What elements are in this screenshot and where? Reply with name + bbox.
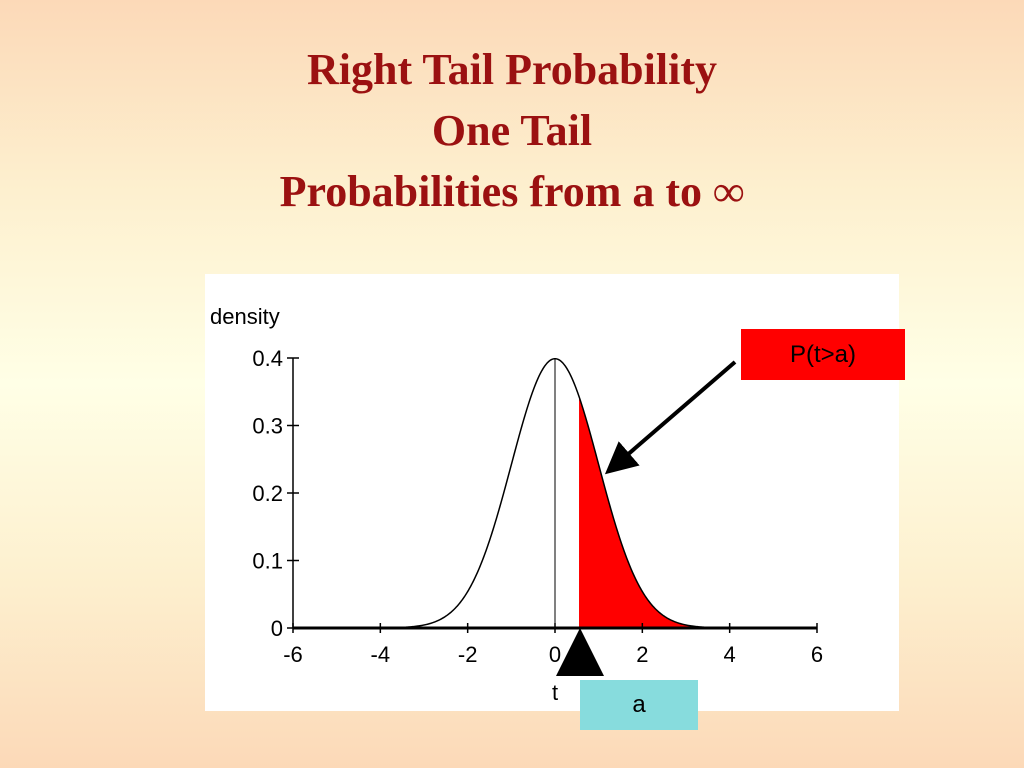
x-tick-label: -2	[458, 642, 478, 667]
axis-layer	[292, 358, 817, 630]
y-tick-label: 0.1	[252, 549, 283, 574]
slide-title-line-1: Right Tail Probability	[307, 45, 717, 94]
tick-layer: -6 -4 -2 0 2 4 6 0 0.1 0.2 0.3 0.4	[252, 346, 823, 667]
x-tick-label: -6	[283, 642, 303, 667]
shaded-tail-layer	[579, 396, 695, 628]
x-axis-label: t	[552, 680, 558, 705]
density-chart: -6 -4 -2 0 2 4 6 0 0.1 0.2 0.3 0.4 density t	[210, 304, 823, 705]
a-value-label: a	[580, 680, 698, 730]
y-axis-label: density	[210, 304, 280, 329]
x-tick-label: 6	[811, 642, 823, 667]
x-tick-label: 0	[549, 642, 561, 667]
x-tick-label: 4	[724, 642, 736, 667]
y-tick-label: 0.4	[252, 346, 283, 371]
y-tick-label: 0.2	[252, 481, 283, 506]
tail-probability-label: P(t>a)	[741, 329, 905, 380]
slide-title-line-2: One Tail	[431, 106, 593, 155]
y-tick-label: 0	[271, 616, 283, 641]
y-tick-label: 0.3	[252, 414, 283, 439]
slide-title-line-3: Probabilities from a to ∞	[279, 167, 745, 216]
tail-area	[579, 396, 695, 628]
x-tick-label: -4	[371, 642, 391, 667]
label-layer: density t	[210, 304, 558, 705]
x-tick-label: 2	[636, 642, 648, 667]
